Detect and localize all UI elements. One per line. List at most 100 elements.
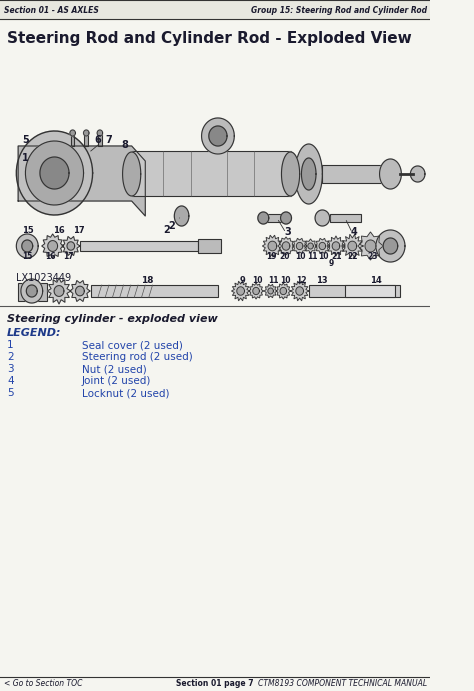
- Polygon shape: [341, 234, 363, 258]
- Text: 13: 13: [316, 276, 328, 285]
- Polygon shape: [83, 130, 89, 136]
- Bar: [36, 288, 40, 296]
- Polygon shape: [48, 240, 57, 252]
- Polygon shape: [280, 287, 287, 294]
- Polygon shape: [21, 279, 43, 303]
- Polygon shape: [319, 243, 326, 249]
- Text: 3: 3: [7, 364, 14, 374]
- Polygon shape: [383, 238, 398, 254]
- Text: Seal cover (2 used): Seal cover (2 used): [82, 340, 182, 350]
- Polygon shape: [296, 243, 303, 249]
- Polygon shape: [42, 234, 64, 258]
- Polygon shape: [26, 141, 83, 205]
- Text: 10: 10: [280, 276, 290, 285]
- Text: 21: 21: [331, 252, 342, 261]
- Text: 22: 22: [348, 252, 358, 261]
- Text: 5: 5: [7, 388, 14, 398]
- Polygon shape: [237, 287, 245, 295]
- Polygon shape: [264, 284, 277, 298]
- Text: < Go to Section TOC: < Go to Section TOC: [4, 679, 82, 688]
- Bar: [32, 288, 36, 296]
- Text: LX1023449: LX1023449: [16, 273, 72, 283]
- Polygon shape: [295, 144, 322, 204]
- Text: 4: 4: [7, 376, 14, 386]
- Polygon shape: [249, 283, 264, 299]
- Polygon shape: [40, 157, 69, 189]
- Bar: [23, 288, 27, 296]
- Polygon shape: [209, 126, 227, 146]
- Text: 2: 2: [168, 218, 180, 231]
- Bar: [0, 0, 430, 19]
- Bar: [345, 285, 395, 297]
- Bar: [329, 214, 361, 222]
- Bar: [322, 165, 386, 183]
- Text: 9: 9: [328, 259, 334, 268]
- Polygon shape: [308, 243, 313, 249]
- Polygon shape: [365, 240, 376, 252]
- Polygon shape: [123, 152, 141, 196]
- Polygon shape: [410, 166, 425, 182]
- Polygon shape: [380, 159, 401, 189]
- Polygon shape: [301, 158, 316, 190]
- Polygon shape: [276, 283, 291, 299]
- Text: Steering rod (2 used): Steering rod (2 used): [82, 352, 192, 362]
- Polygon shape: [268, 241, 277, 251]
- Bar: [264, 214, 286, 222]
- Polygon shape: [22, 240, 33, 252]
- Text: 15: 15: [22, 252, 32, 261]
- Text: 10: 10: [295, 252, 306, 261]
- Polygon shape: [282, 242, 290, 250]
- Polygon shape: [315, 210, 329, 226]
- Text: 11: 11: [307, 252, 318, 261]
- Text: Steering cylinder - exploded view: Steering cylinder - exploded view: [7, 314, 218, 324]
- Text: Section 01 page 7: Section 01 page 7: [176, 679, 254, 688]
- Text: 16: 16: [53, 226, 64, 235]
- Polygon shape: [27, 285, 37, 297]
- Text: LEGEND:: LEGEND:: [7, 328, 62, 338]
- Polygon shape: [376, 230, 405, 262]
- Polygon shape: [296, 287, 303, 295]
- Text: 12: 12: [296, 276, 307, 285]
- Polygon shape: [97, 130, 102, 136]
- Bar: [80, 241, 198, 251]
- Polygon shape: [291, 281, 309, 301]
- Bar: [309, 285, 400, 297]
- Text: 8: 8: [122, 140, 129, 150]
- Polygon shape: [278, 237, 294, 255]
- Polygon shape: [17, 131, 92, 215]
- Text: 1: 1: [22, 153, 29, 163]
- Text: Steering Rod and Cylinder Rod - Exploded View: Steering Rod and Cylinder Rod - Exploded…: [7, 31, 412, 46]
- Bar: [132, 151, 291, 196]
- Polygon shape: [62, 236, 80, 256]
- Bar: [41, 288, 45, 296]
- Polygon shape: [18, 146, 146, 216]
- Polygon shape: [258, 212, 269, 224]
- Text: 6: 6: [95, 135, 101, 145]
- Text: 20: 20: [280, 252, 290, 261]
- Text: 2: 2: [7, 352, 14, 362]
- Polygon shape: [327, 236, 345, 256]
- Bar: [198, 239, 221, 253]
- Text: 7: 7: [106, 135, 112, 145]
- Polygon shape: [75, 286, 84, 296]
- Polygon shape: [315, 238, 329, 254]
- Polygon shape: [282, 152, 300, 196]
- Bar: [91, 285, 218, 297]
- Text: Group 15: Steering Rod and Cylinder Rod: Group 15: Steering Rod and Cylinder Rod: [251, 6, 427, 15]
- Text: 14: 14: [371, 276, 382, 285]
- Bar: [84, 134, 88, 146]
- Text: CTM8193 COMPONENT TECHNICAL MANUAL: CTM8193 COMPONENT TECHNICAL MANUAL: [258, 679, 427, 688]
- Polygon shape: [201, 118, 234, 154]
- Text: 1: 1: [7, 340, 14, 350]
- Polygon shape: [17, 234, 38, 258]
- Polygon shape: [304, 239, 317, 253]
- Text: 19: 19: [266, 252, 276, 261]
- Text: Nut (2 used): Nut (2 used): [82, 364, 146, 374]
- Text: 23: 23: [368, 252, 378, 261]
- Text: Joint (2 used): Joint (2 used): [82, 376, 151, 386]
- Bar: [18, 288, 22, 296]
- Polygon shape: [54, 285, 64, 296]
- Bar: [27, 288, 31, 296]
- Text: 15: 15: [22, 226, 34, 235]
- Polygon shape: [253, 287, 259, 294]
